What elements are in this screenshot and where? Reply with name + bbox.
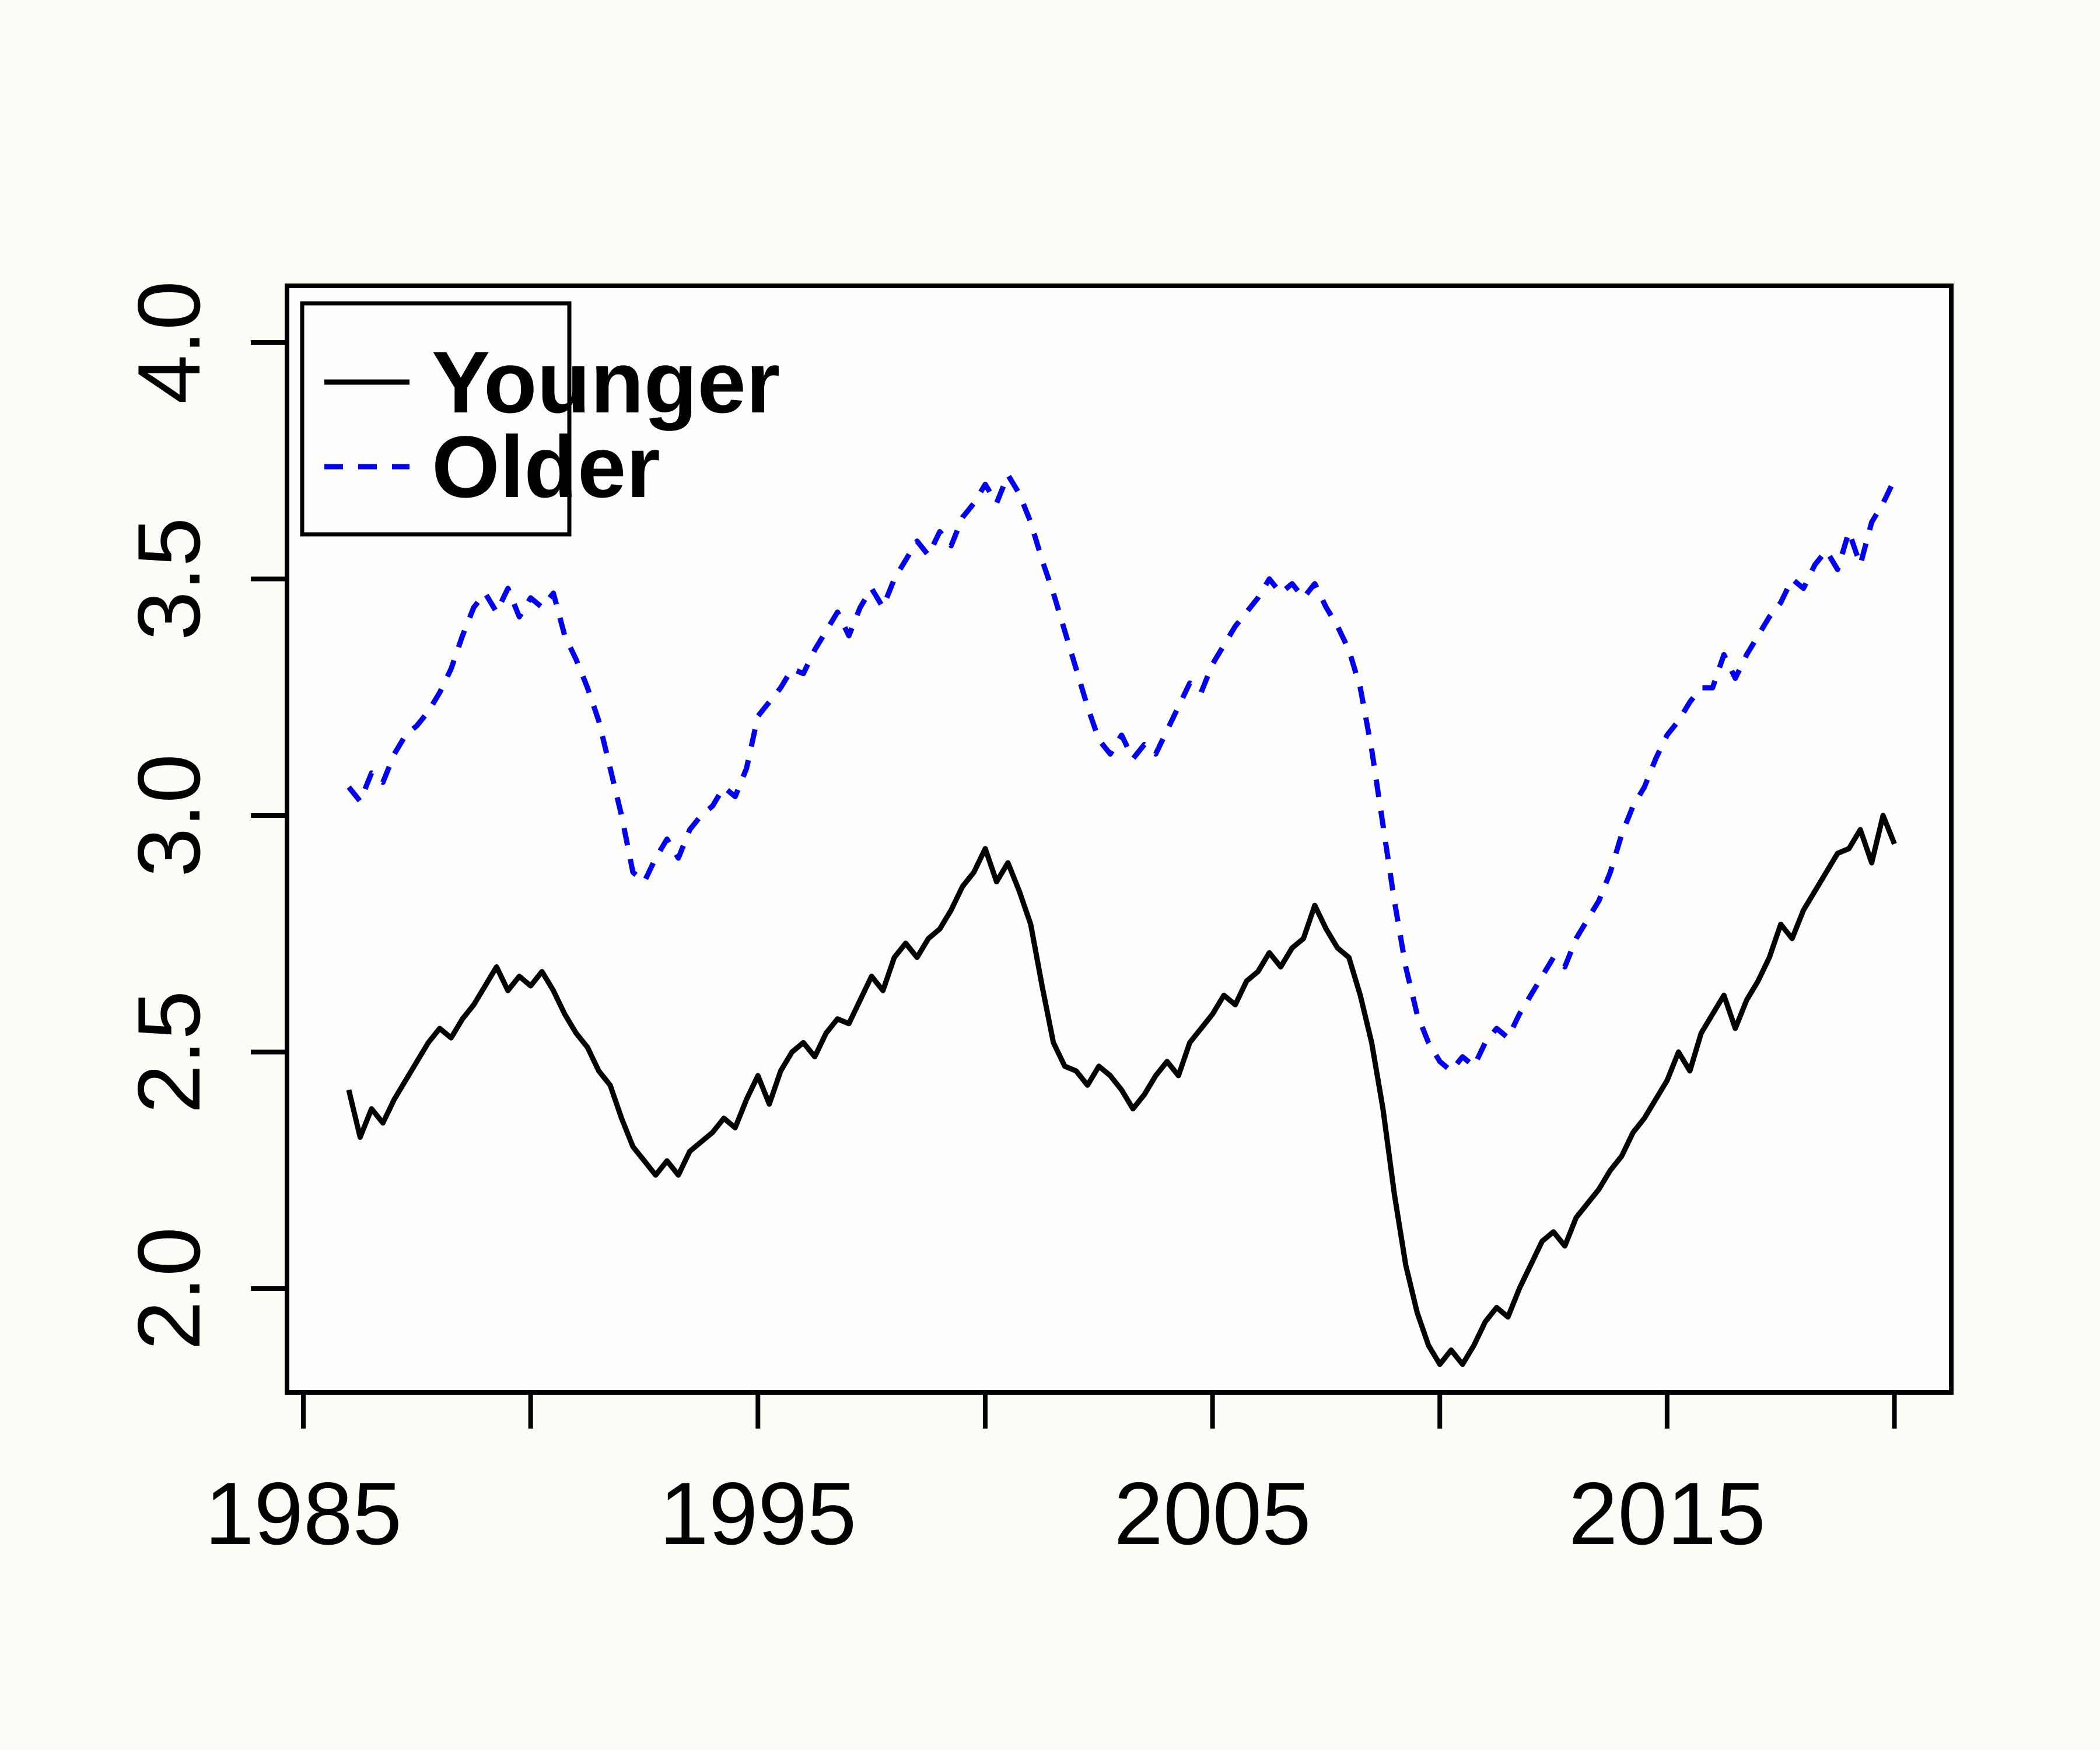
plot-box bbox=[285, 284, 1954, 1395]
y-tick-label-2.0: 2.0 bbox=[120, 1227, 219, 1350]
y-tick-label-3.5: 3.5 bbox=[120, 517, 219, 640]
older-series-line bbox=[346, 472, 1897, 1074]
younger-series-line bbox=[346, 813, 1897, 1367]
x-tick-label-1995: 1995 bbox=[659, 1464, 856, 1563]
legend-label-younger: Younger bbox=[432, 333, 780, 431]
y-axis-ticks: 2.0 2.5 3.0 3.5 4.0 bbox=[120, 281, 287, 1350]
x-axis-ticks: 1985 1995 2005 2015 bbox=[205, 1392, 1897, 1563]
legend-label-older: Older bbox=[432, 418, 660, 516]
x-tick-label-2005: 2005 bbox=[1114, 1464, 1311, 1563]
y-tick-label-2.5: 2.5 bbox=[120, 991, 219, 1114]
x-tick-label-2015: 2015 bbox=[1569, 1464, 1766, 1563]
legend-box bbox=[300, 301, 572, 537]
y-tick-label-4.0: 4.0 bbox=[120, 281, 219, 404]
legend: Younger Older bbox=[300, 301, 780, 537]
y-tick-label-3.0: 3.0 bbox=[120, 754, 219, 877]
x-tick-label-1985: 1985 bbox=[205, 1464, 402, 1563]
